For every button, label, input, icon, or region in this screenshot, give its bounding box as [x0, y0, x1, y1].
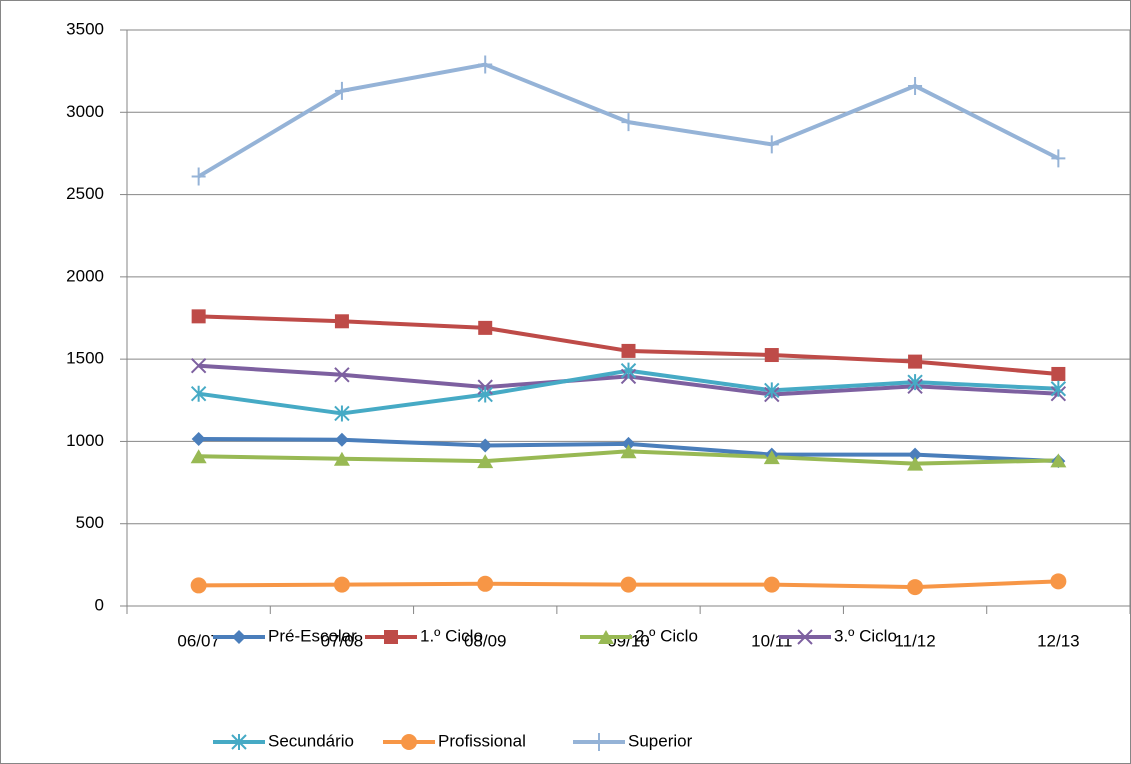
data-point — [478, 438, 493, 453]
legend-marker — [232, 630, 246, 644]
x-tick-label: 06/07 — [177, 631, 220, 650]
data-point — [334, 432, 349, 447]
data-point — [907, 374, 923, 391]
data-point — [1050, 380, 1067, 397]
data-point — [478, 55, 493, 74]
legend-marker — [231, 734, 247, 750]
data-point — [1051, 366, 1066, 381]
data-point — [621, 436, 636, 451]
y-tick-label: 500 — [76, 513, 104, 532]
x-tick-label: 08/09 — [464, 631, 507, 650]
legend-label: Profissional — [438, 731, 526, 750]
data-point — [908, 76, 923, 95]
legend-marker — [797, 629, 813, 645]
data-point — [191, 309, 206, 324]
data-point — [190, 358, 207, 374]
data-point — [334, 367, 350, 383]
data-point — [333, 576, 350, 593]
data-point — [908, 447, 923, 462]
data-point — [190, 577, 207, 594]
data-point — [191, 167, 206, 186]
y-tick-label: 1500 — [66, 349, 104, 368]
data-point — [764, 135, 779, 154]
legend-marker — [384, 630, 398, 644]
y-tick-label: 0 — [95, 595, 104, 614]
data-point — [477, 386, 493, 403]
data-point — [190, 449, 207, 464]
data-point — [334, 314, 349, 329]
legend-label: 2.º Ciclo — [635, 626, 698, 645]
legend-marker — [598, 630, 614, 644]
x-tick-label: 11/12 — [894, 631, 935, 650]
data-point — [333, 451, 350, 466]
y-tick-label: 3000 — [66, 102, 104, 121]
y-tick-label: 2000 — [66, 266, 104, 285]
data-point — [478, 320, 493, 335]
legend-label: 1.º Ciclo — [420, 626, 483, 645]
data-point — [764, 382, 780, 399]
data-point — [1050, 573, 1067, 590]
data-point — [764, 348, 779, 363]
data-point — [621, 113, 636, 132]
data-point — [907, 456, 924, 471]
y-tick-label: 3500 — [66, 19, 104, 38]
data-point — [907, 579, 924, 596]
data-point — [763, 450, 780, 465]
data-point — [1050, 453, 1067, 468]
data-point — [334, 405, 350, 422]
data-point — [763, 576, 780, 593]
y-tick-label: 2500 — [66, 184, 104, 203]
legend-label: Pré-Escolar — [268, 626, 357, 645]
data-point — [334, 81, 349, 100]
legend-label: Superior — [628, 731, 693, 750]
y-tick-label: 1000 — [66, 431, 104, 450]
x-tick-label: 12/13 — [1037, 631, 1080, 650]
data-point — [621, 343, 636, 358]
x-tick-label: 10/11 — [751, 631, 792, 650]
x-tick-label: 07/08 — [321, 631, 364, 650]
data-point — [191, 431, 206, 446]
data-point — [620, 576, 637, 593]
data-point — [620, 362, 637, 379]
legend-label: Secundário — [268, 731, 354, 750]
data-point — [908, 354, 923, 369]
legend-marker — [401, 734, 417, 750]
data-point — [1051, 149, 1066, 168]
data-point — [190, 385, 207, 402]
legend-label: 3.º Ciclo — [834, 626, 897, 645]
data-point — [477, 575, 494, 592]
data-point — [477, 454, 494, 469]
legend-marker — [592, 733, 606, 751]
data-point — [620, 444, 637, 459]
